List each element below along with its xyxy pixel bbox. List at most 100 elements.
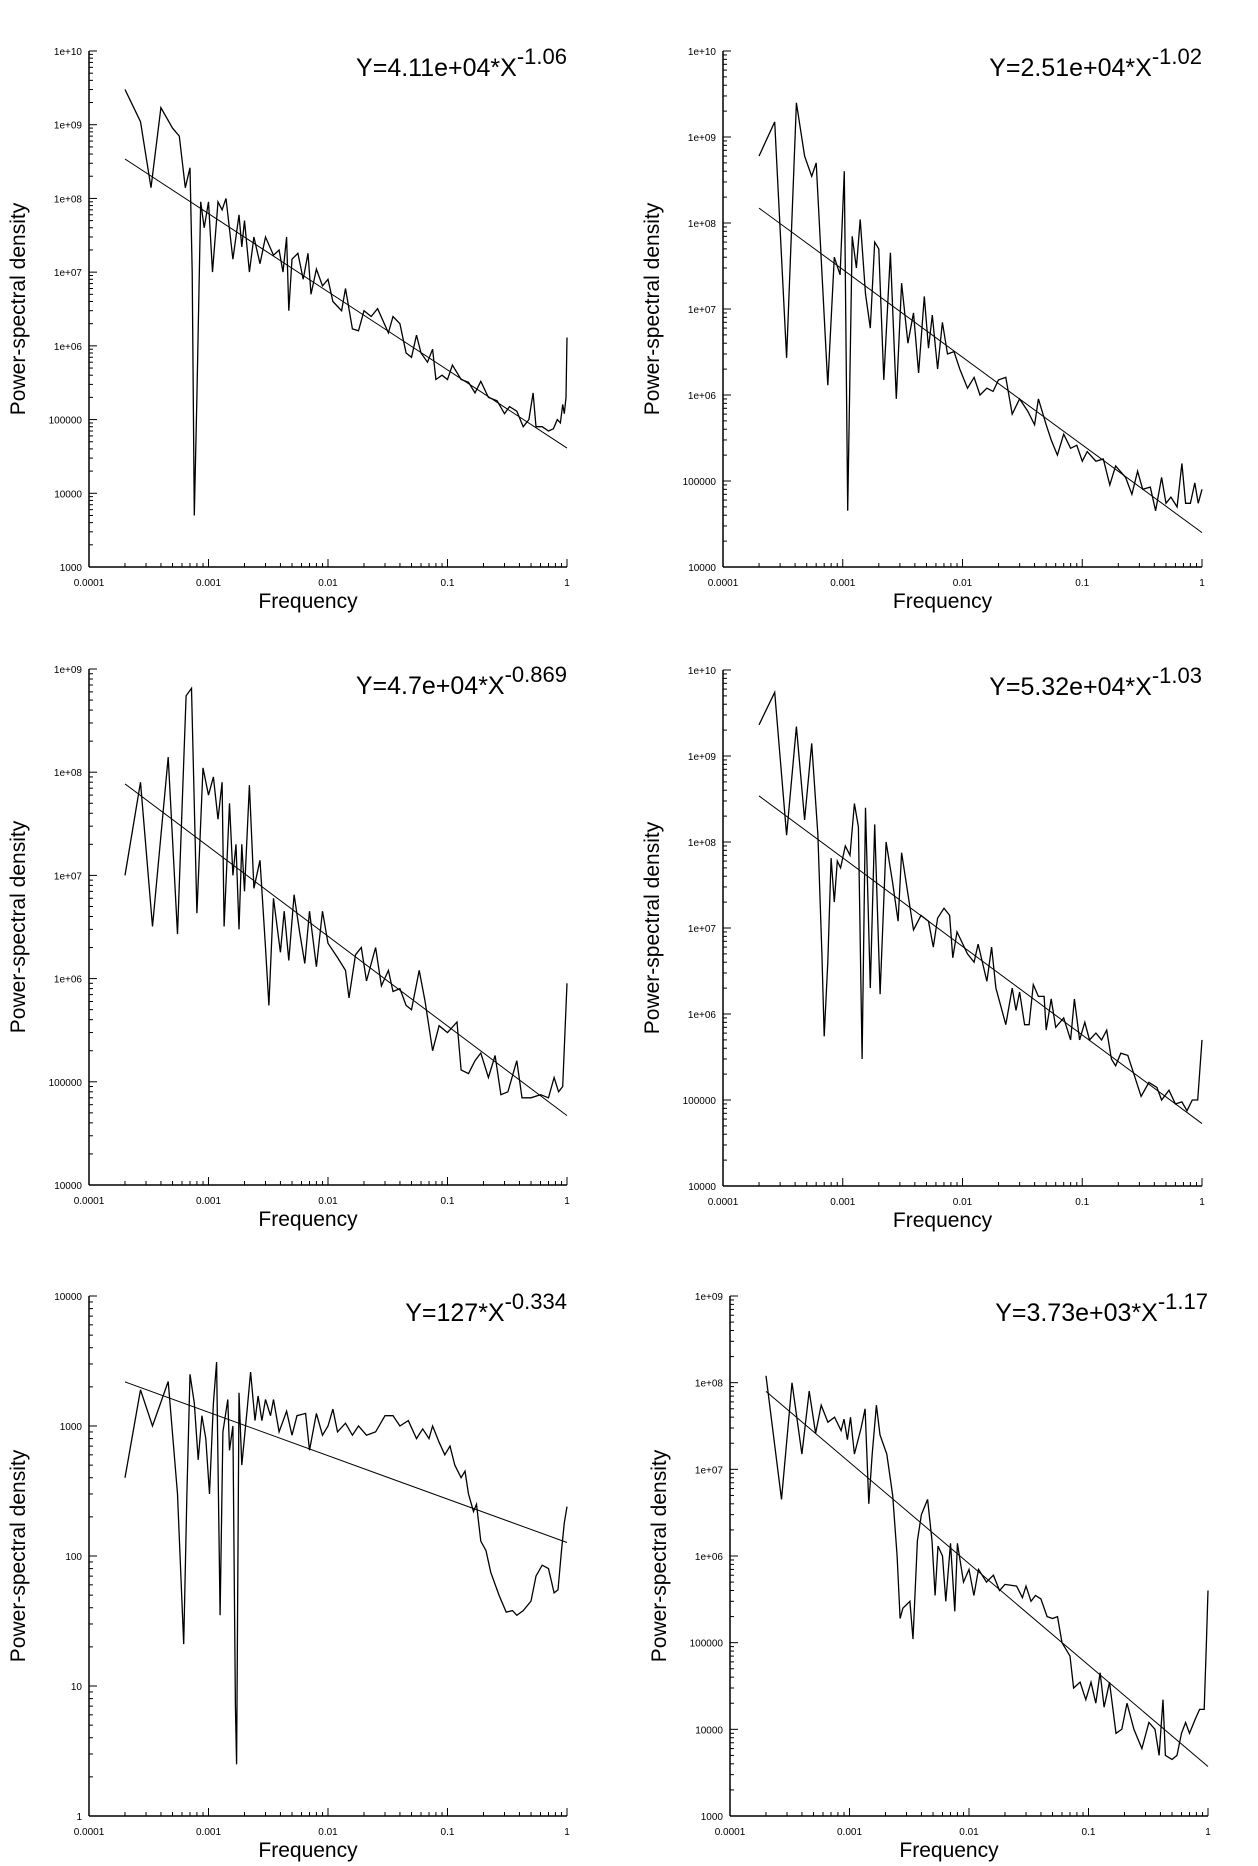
x-tick-label: 0.01 bbox=[959, 1827, 979, 1838]
x-tick-label: 0.001 bbox=[837, 1827, 862, 1838]
x-axis-title: Frequency bbox=[258, 1839, 358, 1862]
x-axis-title: Frequency bbox=[893, 590, 993, 613]
y-tick-label: 1e+08 bbox=[695, 1379, 724, 1390]
y-tick-label: 1e+07 bbox=[54, 268, 83, 279]
psd-series-line bbox=[758, 102, 1203, 511]
y-tick-label: 1e+09 bbox=[54, 121, 83, 132]
x-tick-label: 0.01 bbox=[953, 1197, 973, 1208]
y-tick-label: 1000 bbox=[60, 563, 83, 574]
power-law-fit-line bbox=[765, 1390, 1209, 1767]
x-axis-title: Frequency bbox=[893, 1209, 993, 1232]
power-law-fit-line bbox=[758, 795, 1203, 1124]
x-tick-label: 0.01 bbox=[953, 578, 973, 589]
x-tick-label: 0.1 bbox=[1082, 1827, 1096, 1838]
x-tick-label: 0.1 bbox=[1075, 578, 1089, 589]
x-tick-label: 0.001 bbox=[830, 1197, 855, 1208]
x-tick-label: 0.0001 bbox=[74, 1196, 105, 1207]
y-tick-label: 10000 bbox=[54, 1181, 82, 1192]
power-law-fit-line bbox=[124, 158, 568, 449]
fit-equation-base: Y=127*X bbox=[405, 1299, 505, 1327]
x-tick-label: 0.1 bbox=[441, 578, 455, 589]
y-tick-label: 10000 bbox=[688, 1182, 716, 1193]
y-axis-title: Power-spectral density bbox=[648, 1449, 671, 1662]
x-tick-label: 0.1 bbox=[1075, 1197, 1089, 1208]
y-tick-label: 1 bbox=[76, 1812, 82, 1823]
psd-series-line bbox=[758, 689, 1203, 1113]
fit-equation-base: Y=4.11e+04*X bbox=[356, 54, 517, 82]
y-tick-label: 10000 bbox=[695, 1725, 723, 1736]
fit-equation-base: Y=2.51e+04*X bbox=[989, 54, 1152, 82]
x-tick-label: 0.001 bbox=[830, 578, 855, 589]
fit-equation-exponent: -1.02 bbox=[1152, 44, 1202, 69]
y-tick-label: 1e+08 bbox=[688, 838, 717, 849]
fit-equation-exponent: -1.17 bbox=[1158, 1289, 1208, 1314]
fit-equation: Y=3.73e+03*X-1.17 bbox=[995, 1289, 1208, 1327]
power-law-fit-line bbox=[758, 207, 1203, 534]
fit-equation-exponent: -1.03 bbox=[1152, 663, 1202, 688]
x-tick-label: 0.001 bbox=[196, 578, 221, 589]
y-tick-label: 1e+08 bbox=[688, 219, 717, 230]
x-tick-label: 1 bbox=[1199, 578, 1205, 589]
power-law-fit-line bbox=[124, 783, 568, 1117]
fit-equation-exponent: -1.06 bbox=[517, 44, 567, 69]
y-tick-label: 1e+06 bbox=[54, 342, 83, 353]
x-tick-label: 0.0001 bbox=[708, 1197, 739, 1208]
y-tick-label: 1e+07 bbox=[54, 871, 83, 882]
fit-equation-exponent: -0.334 bbox=[505, 1289, 567, 1314]
psd-series-line bbox=[124, 686, 568, 1099]
y-tick-label: 1e+09 bbox=[695, 1292, 724, 1303]
y-tick-label: 100000 bbox=[690, 1639, 724, 1650]
psd-series-line bbox=[124, 89, 568, 516]
x-tick-label: 0.01 bbox=[318, 1196, 338, 1207]
fit-equation-base: Y=4.7e+04*X bbox=[356, 672, 505, 700]
y-tick-label: 1e+06 bbox=[688, 1010, 717, 1021]
y-tick-label: 1e+06 bbox=[54, 975, 83, 986]
y-tick-label: 10 bbox=[71, 1682, 83, 1693]
y-axis-title: Power-spectral density bbox=[7, 1449, 30, 1662]
y-tick-label: 1e+06 bbox=[688, 391, 717, 402]
x-tick-label: 1 bbox=[1205, 1827, 1211, 1838]
chart-panel-5: 1 10 100 1000 10000 0.0001 0.001 0.01 0.1 1 Freque… bbox=[7, 1289, 570, 1862]
y-tick-label: 100 bbox=[65, 1552, 82, 1563]
x-tick-label: 0.0001 bbox=[715, 1827, 746, 1838]
psd-series-line bbox=[124, 1362, 568, 1765]
y-tick-label: 100000 bbox=[49, 1078, 83, 1089]
fit-equation-base: Y=5.32e+04*X bbox=[989, 673, 1152, 701]
x-tick-label: 0.001 bbox=[196, 1196, 221, 1207]
chart-panel-3: 10000 100000 1e+06 1e+07 1e+08 1e+09 0.0001 0.0… bbox=[7, 662, 570, 1231]
chart-panel-2: 10000 100000 1e+06 1e+07 1e+08 1e+09 1e+10 0.00… bbox=[641, 44, 1205, 613]
y-tick-label: 1e+08 bbox=[54, 768, 83, 779]
fit-equation: Y=127*X-0.334 bbox=[405, 1289, 567, 1327]
y-tick-label: 1e+07 bbox=[688, 305, 717, 316]
y-tick-label: 1e+09 bbox=[688, 133, 717, 144]
y-tick-label: 100000 bbox=[683, 477, 717, 488]
y-tick-label: 1e+07 bbox=[688, 924, 717, 935]
x-tick-label: 0.0001 bbox=[708, 578, 739, 589]
y-tick-label: 100000 bbox=[49, 416, 83, 427]
fit-equation-base: Y=3.73e+03*X bbox=[995, 1299, 1158, 1327]
y-axis-title: Power-spectral density bbox=[7, 202, 30, 415]
x-tick-label: 0.0001 bbox=[74, 578, 105, 589]
y-axis-title: Power-spectral density bbox=[641, 821, 664, 1034]
y-tick-label: 1e+06 bbox=[695, 1552, 724, 1563]
fit-equation: Y=2.51e+04*X-1.02 bbox=[989, 44, 1202, 82]
chart-panel-6: 1000 10000 100000 1e+06 1e+07 1e+08 1e+09 0.000… bbox=[648, 1289, 1211, 1862]
y-tick-label: 1000 bbox=[701, 1812, 724, 1823]
x-tick-label: 0.0001 bbox=[74, 1827, 105, 1838]
y-tick-label: 10000 bbox=[688, 563, 716, 574]
x-axis-title: Frequency bbox=[258, 590, 358, 613]
x-tick-label: 1 bbox=[564, 1827, 570, 1838]
x-axis-title: Frequency bbox=[258, 1208, 358, 1231]
y-tick-label: 100000 bbox=[683, 1096, 717, 1107]
chart-panel-1: 1000 10000 100000 1e+06 1e+07 1e+08 1e+09 1e+10… bbox=[7, 44, 570, 613]
x-tick-label: 0.001 bbox=[196, 1827, 221, 1838]
fit-equation: Y=5.32e+04*X-1.03 bbox=[989, 663, 1202, 701]
y-tick-label: 1e+07 bbox=[695, 1465, 724, 1476]
x-axis-title: Frequency bbox=[899, 1839, 999, 1862]
y-tick-label: 1e+10 bbox=[688, 47, 717, 58]
x-tick-label: 1 bbox=[564, 1196, 570, 1207]
x-tick-label: 0.1 bbox=[441, 1827, 455, 1838]
y-tick-label: 1e+09 bbox=[688, 752, 717, 763]
chart-panel-4: 10000 100000 1e+06 1e+07 1e+08 1e+09 1e+10 0.00… bbox=[641, 663, 1205, 1232]
x-tick-label: 1 bbox=[564, 578, 570, 589]
